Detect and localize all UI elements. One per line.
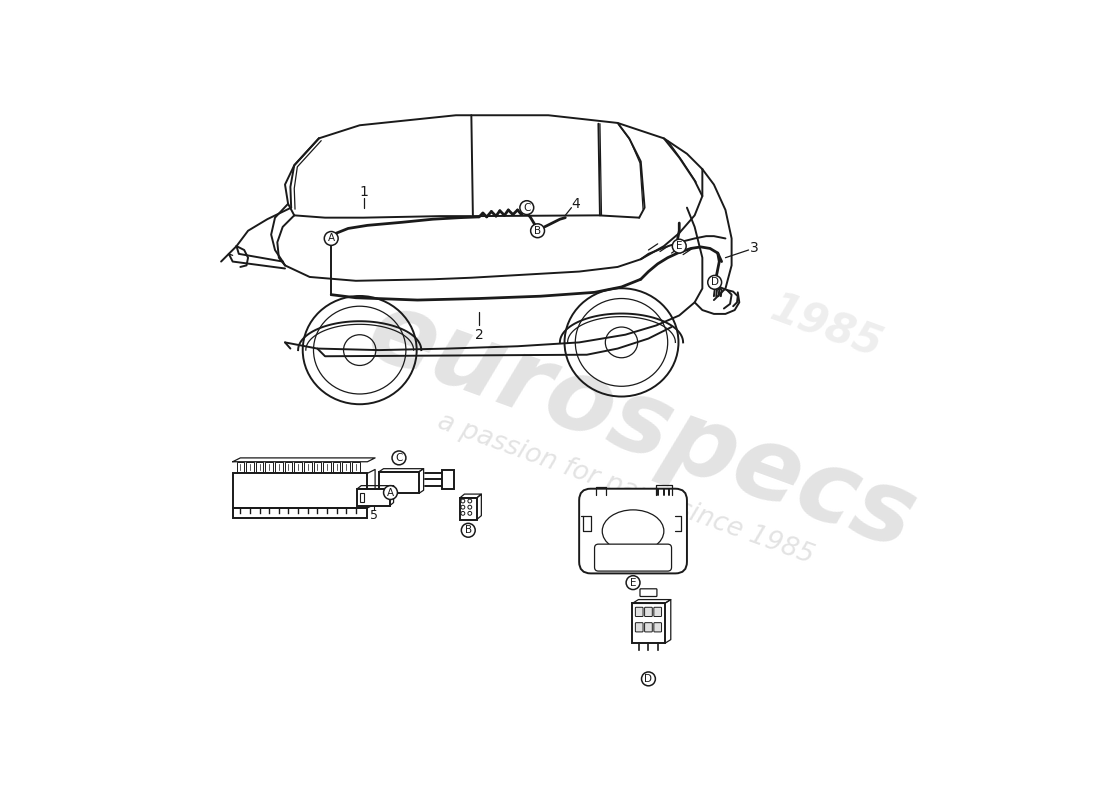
- Polygon shape: [442, 470, 454, 489]
- FancyBboxPatch shape: [632, 603, 664, 643]
- Text: E: E: [676, 241, 682, 251]
- FancyBboxPatch shape: [653, 607, 661, 617]
- Circle shape: [707, 275, 722, 290]
- FancyBboxPatch shape: [636, 622, 644, 632]
- Text: 4: 4: [571, 197, 580, 211]
- Text: B: B: [534, 226, 541, 236]
- FancyBboxPatch shape: [580, 489, 686, 574]
- Text: 2: 2: [475, 328, 483, 342]
- Circle shape: [384, 486, 397, 499]
- Circle shape: [520, 201, 534, 214]
- Text: C: C: [395, 453, 403, 463]
- Text: D: D: [711, 278, 718, 287]
- Text: B: B: [464, 526, 472, 535]
- Text: C: C: [524, 202, 530, 213]
- Text: a passion for parts since 1985: a passion for parts since 1985: [433, 408, 817, 569]
- Text: eurospecs: eurospecs: [354, 283, 927, 571]
- FancyBboxPatch shape: [640, 589, 657, 597]
- Circle shape: [672, 239, 686, 253]
- Text: 5: 5: [370, 509, 377, 522]
- Text: 3: 3: [750, 241, 759, 254]
- Text: A: A: [387, 487, 394, 498]
- Polygon shape: [460, 498, 476, 519]
- Text: A: A: [328, 234, 334, 243]
- Circle shape: [530, 224, 544, 238]
- Polygon shape: [378, 472, 419, 494]
- FancyBboxPatch shape: [636, 607, 644, 617]
- Text: 1985: 1985: [763, 287, 888, 366]
- FancyBboxPatch shape: [653, 622, 661, 632]
- Text: D: D: [645, 674, 652, 684]
- Polygon shape: [358, 489, 389, 506]
- Text: E: E: [630, 578, 636, 588]
- FancyBboxPatch shape: [645, 622, 652, 632]
- FancyBboxPatch shape: [645, 607, 652, 617]
- Circle shape: [641, 672, 656, 686]
- Circle shape: [626, 576, 640, 590]
- Circle shape: [392, 451, 406, 465]
- Circle shape: [461, 523, 475, 538]
- Circle shape: [324, 231, 338, 246]
- FancyBboxPatch shape: [594, 544, 671, 571]
- Text: 1: 1: [359, 186, 369, 199]
